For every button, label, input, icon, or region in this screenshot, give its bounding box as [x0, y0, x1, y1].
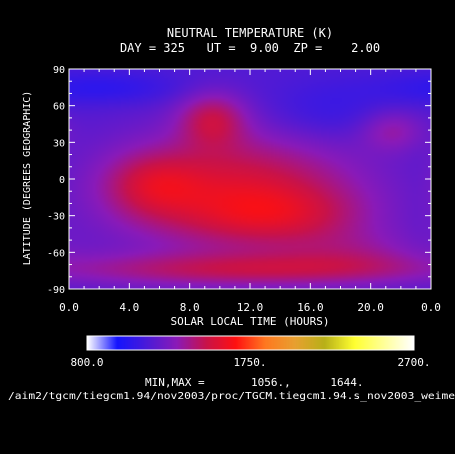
source-path: /aim2/tgcm/tiegcm1.94/nov2003/proc/TGCM.…	[8, 391, 455, 402]
chart-title: NEUTRAL TEMPERATURE (K)	[167, 26, 333, 40]
x-tick-label: 8.0	[180, 301, 200, 314]
x-tick-label: 4.0	[119, 301, 139, 314]
x-tick-label: 0.0	[59, 301, 79, 314]
colorbar-mid-label: 1750.	[233, 356, 266, 369]
colorbar-frame	[86, 335, 415, 351]
y-axis: 90 60 30 0 -30 -60 -90	[47, 65, 431, 296]
y-axis-label: LATITUDE (DEGREES GEOGRAPHIC)	[22, 91, 33, 266]
y-tick-label: 60	[53, 102, 65, 113]
min-max-readout: MIN,MAX = 1056., 1644.	[145, 376, 364, 389]
colorbar	[87, 336, 414, 350]
y-tick-label: 0	[59, 175, 65, 186]
colorbar-max-label: 2700.	[397, 356, 430, 369]
y-tick-label: 90	[53, 65, 65, 76]
x-tick-label: 20.0	[357, 301, 384, 314]
y-tick-label: 30	[53, 138, 65, 149]
y-tick-label: -30	[47, 212, 65, 223]
y-tick-label: -60	[47, 248, 65, 259]
x-tick-label: 16.0	[297, 301, 324, 314]
chart-subtitle: DAY = 325 UT = 9.00 ZP = 2.00	[120, 41, 380, 55]
y-tick-label: -90	[47, 285, 65, 296]
colorbar-min-label: 800.0	[70, 356, 103, 369]
x-tick-label: 0.0	[421, 301, 441, 314]
x-axis: 0.0 4.0 8.0 12.0 16.0 20.0 0.0	[59, 69, 441, 314]
x-tick-label: 12.0	[237, 301, 264, 314]
x-axis-label: SOLAR LOCAL TIME (HOURS)	[171, 315, 330, 328]
heatmap-field	[69, 69, 431, 289]
